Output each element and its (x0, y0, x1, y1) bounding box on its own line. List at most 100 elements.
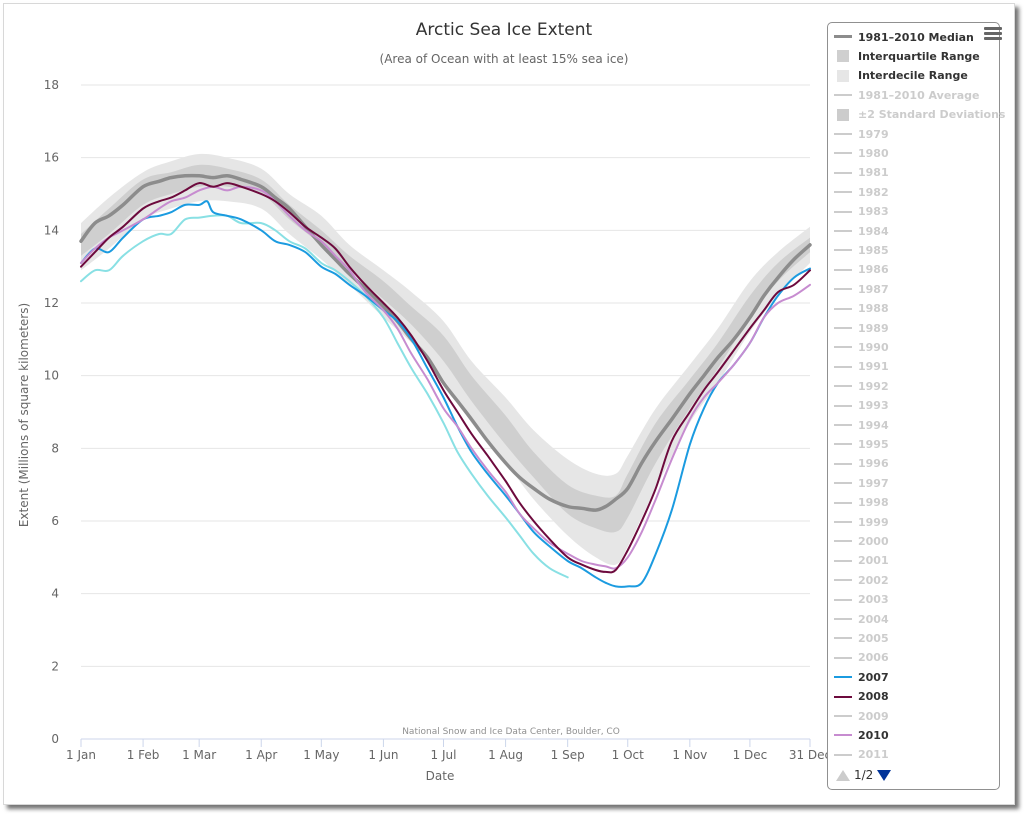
legend-item[interactable]: 1981–2010 Average (834, 86, 980, 104)
x-tick-label: 1 Feb (127, 748, 160, 762)
legend-line-icon (834, 264, 852, 276)
legend-label: 1981 (858, 166, 889, 180)
page-down-icon[interactable] (877, 769, 892, 781)
legend-item[interactable]: 1981–2010 Median (834, 28, 974, 46)
legend-item[interactable]: 1985 (834, 241, 889, 259)
legend-line-icon (834, 613, 852, 625)
legend-line-icon (834, 167, 852, 179)
legend-label: 1985 (858, 243, 889, 257)
legend-line-icon (834, 555, 852, 567)
legend-label: Interquartile Range (858, 49, 980, 63)
legend-item[interactable]: 1995 (834, 435, 889, 453)
legend-item[interactable]: 1998 (834, 494, 889, 512)
legend-item[interactable]: 1979 (834, 125, 889, 143)
legend-line-icon (834, 749, 852, 761)
legend-item[interactable]: 1988 (834, 300, 889, 318)
legend-line-icon (834, 303, 852, 315)
legend-item[interactable]: 2008 (834, 688, 889, 706)
legend-item[interactable]: 1983 (834, 203, 889, 221)
legend-label: 2002 (858, 573, 889, 587)
legend-page-indicator: 1/2 (854, 768, 874, 782)
series-line-1981-2010-median[interactable] (79, 173, 812, 512)
legend-label: 1979 (858, 127, 889, 141)
legend-item[interactable]: 2004 (834, 610, 889, 628)
legend-label: 1992 (858, 379, 889, 393)
legend-item[interactable]: 1992 (834, 377, 889, 395)
legend-item[interactable]: Interquartile Range (834, 47, 980, 65)
legend-label: 2009 (858, 709, 889, 723)
legend-line-icon (834, 419, 852, 431)
y-tick-label: 18 (44, 78, 59, 92)
legend-item[interactable]: 2001 (834, 552, 889, 570)
legend-item[interactable]: 1981 (834, 164, 889, 182)
legend-item[interactable]: 1999 (834, 513, 889, 531)
legend-item[interactable]: 1989 (834, 319, 889, 337)
chart-menu-button[interactable] (984, 27, 1002, 43)
legend-item[interactable]: 1987 (834, 280, 889, 298)
y-tick-label: 16 (44, 151, 59, 165)
legend-label: 1981–2010 Average (858, 88, 980, 102)
legend-line-icon (834, 361, 852, 373)
legend-item[interactable]: 1997 (834, 474, 889, 492)
legend-label: 1989 (858, 321, 889, 335)
band-interquartile-range (81, 164, 810, 533)
legend-label: 1986 (858, 263, 889, 277)
legend-line-icon (834, 341, 852, 353)
legend-item[interactable]: 2000 (834, 532, 889, 550)
legend-item[interactable]: 1990 (834, 338, 889, 356)
legend-line-icon (834, 244, 852, 256)
legend-item[interactable]: 1982 (834, 183, 889, 201)
legend-label: 1994 (858, 418, 889, 432)
legend-label: Interdecile Range (858, 69, 968, 83)
legend-line-icon (834, 225, 852, 237)
legend-item[interactable]: 1991 (834, 358, 889, 376)
chart-title: Arctic Sea Ice Extent (416, 20, 593, 40)
legend-line-icon (834, 400, 852, 412)
legend-line-icon (834, 574, 852, 586)
legend-item[interactable]: 2002 (834, 571, 889, 589)
legend-label: 2001 (858, 554, 889, 568)
legend-item[interactable]: 2006 (834, 649, 889, 667)
legend-item[interactable]: Interdecile Range (834, 67, 968, 85)
legend-item[interactable]: 1993 (834, 397, 889, 415)
legend-item[interactable]: 1994 (834, 416, 889, 434)
page-up-icon[interactable] (836, 769, 850, 781)
legend-item[interactable]: 2007 (834, 668, 889, 686)
x-tick-label: 1 Oct (612, 748, 644, 762)
x-tick-label: 31 Dec (789, 748, 831, 762)
legend-line-icon (834, 322, 852, 334)
x-tick-label: 1 Dec (733, 748, 768, 762)
legend-label: ±2 Standard Deviations (858, 108, 1006, 122)
sea-ice-chart: 0 2 4 6 8 10 12 14 16 18 1 Jan 1 Feb 1 Mar 1 Apr 1 May… (17, 20, 831, 783)
legend-label: 1988 (858, 302, 889, 316)
legend-label: 2004 (858, 612, 889, 626)
legend-line-icon (834, 477, 852, 489)
x-tick-label: 1 Sep (551, 748, 585, 762)
series-line-2007[interactable] (80, 200, 811, 588)
x-tick-label: 1 May (303, 748, 339, 762)
series-line-2012[interactable] (80, 214, 569, 579)
legend-item[interactable]: 2005 (834, 629, 889, 647)
legend-item[interactable]: ±2 Standard Deviations (834, 106, 1005, 124)
legend-item[interactable]: 1986 (834, 261, 889, 279)
legend-line-icon (834, 438, 852, 450)
legend-swatch-icon (834, 108, 852, 121)
legend-label: 1983 (858, 205, 889, 219)
legend-label: 1984 (858, 224, 889, 238)
legend-item[interactable]: 1980 (834, 144, 889, 162)
y-tick-label: 4 (51, 587, 59, 601)
legend-label: 1990 (858, 340, 889, 354)
legend-item[interactable]: 1996 (834, 455, 889, 473)
legend-line-icon (834, 458, 852, 470)
y-tick-label: 6 (51, 514, 59, 528)
legend-line-icon (834, 497, 852, 509)
legend-item[interactable]: 2009 (834, 707, 889, 725)
series-line-2010[interactable] (80, 185, 811, 570)
legend-item[interactable]: 2003 (834, 591, 889, 609)
legend-item[interactable]: 2010 (834, 726, 889, 744)
legend-item[interactable]: 2011 (834, 746, 889, 764)
legend-item[interactable]: 1984 (834, 222, 889, 240)
series-line-2008[interactable] (80, 182, 811, 574)
legend-line-icon (834, 535, 852, 547)
legend-label: 1999 (858, 515, 889, 529)
